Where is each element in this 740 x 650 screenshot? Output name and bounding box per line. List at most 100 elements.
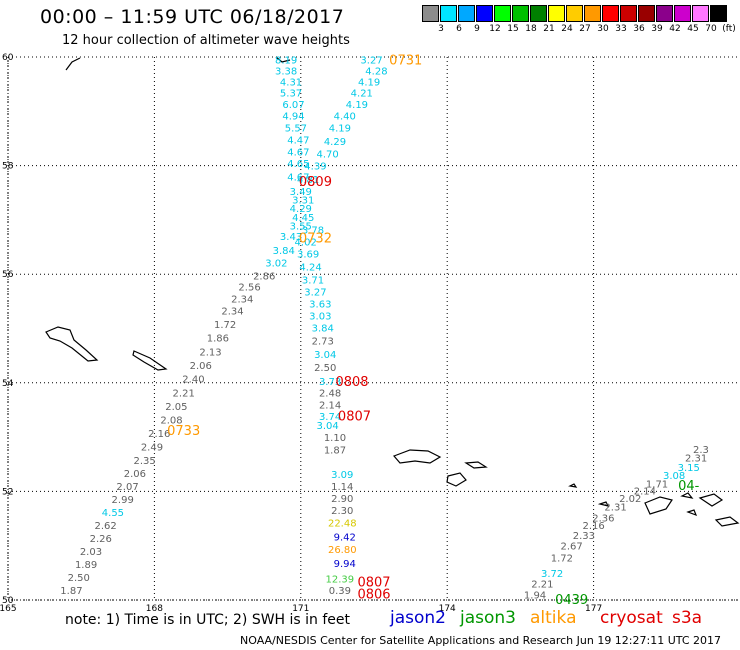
wave-height-label: 2.90: [331, 494, 353, 505]
wave-height-label: 3.73: [319, 377, 341, 388]
island-shape: [45, 326, 99, 362]
wave-height-label: 4.55: [102, 508, 124, 519]
wave-height-label: 4.45: [292, 213, 314, 224]
wave-height-label: 4.67: [287, 172, 309, 183]
wave-height-label: 4.19: [346, 100, 368, 111]
wave-height-label: 2.07: [116, 482, 138, 493]
wave-height-label: 2.36: [592, 513, 614, 524]
color-legend-label: 6: [456, 24, 462, 34]
wave-height-label: 0.39: [329, 586, 351, 597]
wave-height-label: 2.31: [685, 454, 707, 465]
wave-height-label: 2.67: [561, 542, 583, 553]
wave-height-label: 2.35: [134, 456, 156, 467]
latitude-tick-label: 58: [2, 162, 14, 172]
island-shape: [644, 496, 673, 515]
island-shape: [392, 449, 442, 464]
wave-height-label: 2.16: [582, 521, 604, 532]
color-swatch: [566, 5, 583, 22]
color-swatch: [692, 5, 709, 22]
color-legend-label: 45: [687, 24, 699, 34]
wave-height-label: 2.26: [90, 534, 112, 545]
wave-height-label: 2.50: [68, 573, 90, 584]
color-swatch: [620, 5, 637, 22]
color-legend-label: 39: [651, 24, 663, 34]
wave-height-label: 4.65: [287, 159, 309, 170]
wave-height-label: 4.70: [317, 150, 339, 161]
sensor-name-jason3: jason3: [460, 608, 516, 628]
longitude-tick-label: 165: [0, 604, 17, 614]
color-legend-label: 18: [525, 24, 537, 34]
wave-height-label: 4.47: [287, 136, 309, 147]
coast-fragment: [65, 57, 81, 71]
color-swatch: [584, 5, 601, 22]
wave-height-label: 3.02: [265, 258, 287, 269]
wave-height-label: 8.19: [275, 56, 297, 67]
pass-time-label: 0732: [299, 231, 332, 246]
island-shape: [464, 461, 488, 469]
pass-time-label: 0439: [555, 593, 588, 608]
island-shape: [686, 509, 698, 517]
color-legend-label: 27: [579, 24, 591, 34]
wave-height-label: 4.67: [287, 147, 309, 158]
color-swatch: [422, 5, 439, 22]
color-legend-label: 36: [633, 24, 645, 34]
wave-height-label: 3.31: [292, 195, 314, 206]
wave-height-label: 3.55: [290, 221, 312, 232]
pass-time-label: 0733: [167, 424, 200, 439]
wave-height-label: 2.73: [312, 336, 334, 347]
wave-height-label: 3.84: [273, 246, 295, 257]
pass-time-label: 04-: [678, 479, 700, 494]
island-shape: [446, 472, 467, 487]
latitude-tick-label: 60: [2, 53, 14, 63]
wave-height-label: 4.24: [299, 263, 321, 274]
wave-height-label: 1.10: [324, 433, 346, 444]
map-subtitle: 12 hour collection of altimeter wave hei…: [62, 33, 350, 48]
graticule: [7, 56, 740, 601]
wave-height-label: 2.56: [238, 283, 260, 294]
island-shape: [698, 493, 724, 507]
latitude-tick-label: 50: [2, 596, 14, 606]
wave-height-label: 3.09: [331, 470, 353, 481]
wave-height-label: 2.06: [124, 469, 146, 480]
wave-height-label: 9.42: [334, 532, 356, 543]
color-swatch: [656, 5, 673, 22]
color-legend-label: (ft): [722, 24, 736, 34]
wave-height-label: 3.27: [360, 56, 382, 67]
sensor-name-jason2: jason2: [390, 608, 446, 628]
wave-height-label: 5.37: [280, 88, 302, 99]
wave-height-label: 3.78: [302, 226, 324, 237]
island-shape: [680, 492, 694, 499]
wave-height-label: 4.21: [351, 88, 373, 99]
wave-height-label: 5.57: [285, 124, 307, 135]
wave-height-label: 4.29: [324, 137, 346, 148]
color-legend-label: 12: [489, 24, 501, 34]
latitude-tick-label: 54: [2, 379, 14, 389]
wave-height-label: 4.02: [295, 238, 317, 249]
wave-height-label: 4.19: [358, 77, 380, 88]
longitude-tick-label: 174: [439, 604, 456, 614]
color-swatch: [674, 5, 691, 22]
color-swatch: [602, 5, 619, 22]
color-swatch: [512, 5, 529, 22]
wave-height-label: 26.80: [328, 545, 357, 556]
color-legend-label: 21: [543, 24, 555, 34]
wave-height-label: 2.99: [112, 495, 134, 506]
wave-height-label: 2.34: [231, 295, 253, 306]
wave-height-label: 3.69: [297, 250, 319, 261]
color-legend-label: 30: [597, 24, 609, 34]
wave-height-label: 22.48: [328, 518, 357, 529]
wave-height-label: 3.71: [302, 276, 324, 287]
color-legend-label: 9: [474, 24, 480, 34]
wave-height-label: 12.39: [326, 574, 355, 585]
wave-height-label: 2.21: [531, 580, 553, 591]
wave-height-label: 3.08: [663, 471, 685, 482]
wave-height-label: 2.06: [190, 361, 212, 372]
latitude-tick-label: 52: [2, 487, 13, 497]
island-shape: [132, 350, 168, 371]
wave-height-label: 1.71: [646, 479, 668, 490]
wave-height-label: 3.03: [309, 311, 331, 322]
wave-height-label: 2.13: [199, 347, 221, 358]
